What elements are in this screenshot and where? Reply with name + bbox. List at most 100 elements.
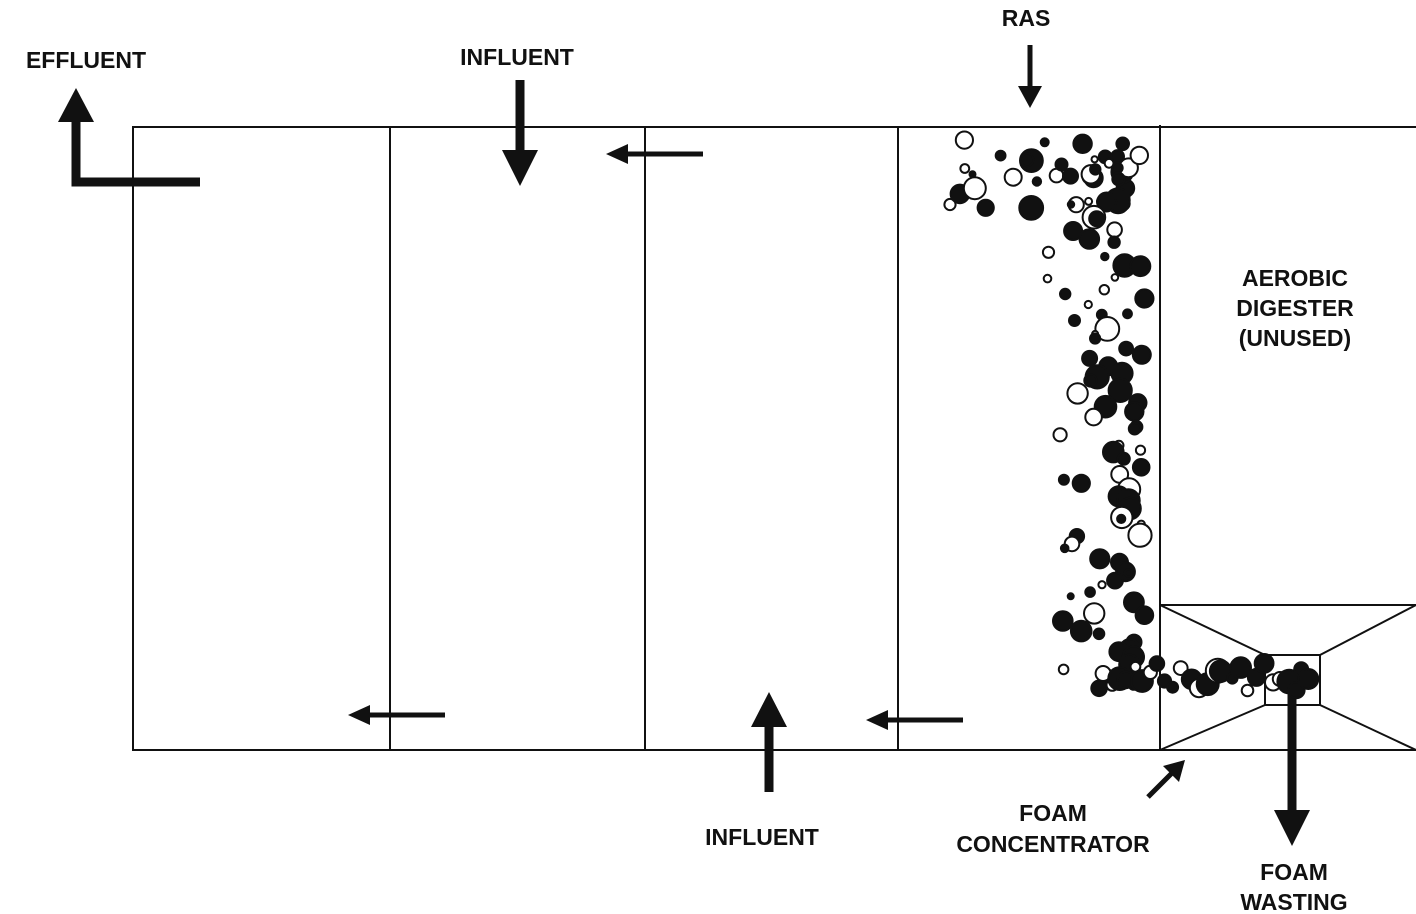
bubble (1090, 155, 1099, 164)
bubble (1134, 605, 1155, 626)
bubble (954, 130, 975, 150)
bubble (1103, 157, 1115, 169)
bubble (1229, 656, 1252, 679)
bubble (1052, 610, 1074, 632)
bubble (1148, 655, 1166, 672)
arrows (58, 45, 1310, 846)
bubble (1129, 255, 1152, 278)
bubble (976, 198, 995, 217)
edge (1319, 704, 1416, 751)
bubble (1106, 571, 1124, 590)
bubble (1253, 653, 1275, 674)
bubble (1018, 195, 1045, 221)
bubble (1090, 679, 1108, 698)
bubble (962, 176, 987, 201)
bubble (1089, 548, 1111, 570)
bubble (1066, 382, 1089, 405)
bubble (1118, 340, 1134, 357)
bubble (959, 163, 971, 174)
bubble (1098, 284, 1111, 296)
bubble (1129, 145, 1150, 166)
pointer-arrow (1146, 771, 1174, 799)
bubble (1089, 332, 1102, 345)
bubble (1084, 407, 1103, 427)
bubble (1052, 427, 1068, 443)
bubble (1123, 568, 1133, 578)
bubble (1078, 228, 1101, 250)
bubble (1131, 344, 1152, 365)
edge (1319, 604, 1416, 656)
arrow-head (1163, 760, 1185, 782)
arrow-head (58, 88, 94, 122)
bubble (1097, 580, 1107, 590)
bubble (1066, 592, 1075, 601)
bubble (1041, 245, 1056, 259)
bubble (994, 149, 1007, 162)
bubble (1057, 663, 1070, 676)
bubble (1106, 221, 1123, 238)
bubble (1111, 171, 1126, 187)
bubble (1134, 444, 1147, 456)
bubble (1083, 373, 1098, 388)
label: (UNUSED) (1239, 325, 1351, 351)
arrow-head (1274, 810, 1310, 846)
label: DIGESTER (1236, 295, 1354, 321)
bubble (1166, 680, 1180, 694)
bubble (1116, 513, 1127, 525)
bubble (1110, 149, 1125, 164)
bubble (1297, 668, 1320, 690)
bubble (1084, 196, 1094, 206)
labels: EFFLUENT INFLUENT RAS AEROBIC DIGESTER (… (26, 5, 1354, 914)
edge (1159, 604, 1266, 656)
label: WASTING (1240, 889, 1347, 914)
label: RAS (1002, 5, 1051, 31)
bubble (1107, 235, 1121, 249)
bubble (1031, 176, 1043, 187)
bubble (1134, 288, 1155, 309)
bubble (1115, 136, 1130, 152)
label: AEROBIC (1242, 265, 1348, 291)
bubble (1072, 133, 1093, 155)
arrow-head (348, 705, 370, 725)
arrow-head (751, 692, 787, 727)
bubble (1062, 167, 1079, 185)
bubble (1110, 273, 1120, 282)
bubble (1069, 619, 1093, 643)
bubble (1127, 522, 1153, 548)
bubble (1066, 200, 1076, 209)
bubble (1089, 163, 1102, 176)
arrow-head (606, 144, 628, 164)
bubble (1116, 451, 1131, 466)
label: CONCENTRATOR (956, 831, 1150, 857)
arrow-head (502, 150, 538, 186)
bubble (1240, 683, 1255, 698)
bubble (1042, 273, 1053, 284)
bubble (1124, 401, 1145, 422)
bubble (1039, 137, 1050, 148)
bubble (1059, 543, 1070, 554)
bubble (1100, 251, 1110, 262)
bubble (1107, 377, 1133, 403)
tank (132, 125, 1416, 751)
bubble (1088, 210, 1106, 228)
arrow-head (1018, 86, 1042, 108)
label: FOAM (1019, 800, 1087, 826)
bubble (1003, 167, 1023, 187)
bubble (1068, 314, 1081, 327)
bubble (1122, 308, 1133, 320)
label: INFLUENT (705, 824, 819, 850)
bubble (1054, 157, 1069, 172)
foam-bubbles (943, 130, 1320, 700)
label: EFFLUENT (26, 47, 146, 73)
bubble (943, 197, 957, 212)
bubble (1083, 299, 1093, 310)
bubble (1127, 421, 1142, 436)
bubble (1059, 287, 1072, 301)
label: INFLUENT (460, 44, 574, 70)
bubble (1094, 316, 1121, 342)
label: FOAM (1260, 859, 1328, 885)
bubble (1019, 152, 1035, 168)
bubble (1084, 586, 1096, 598)
bubble (1081, 349, 1099, 367)
